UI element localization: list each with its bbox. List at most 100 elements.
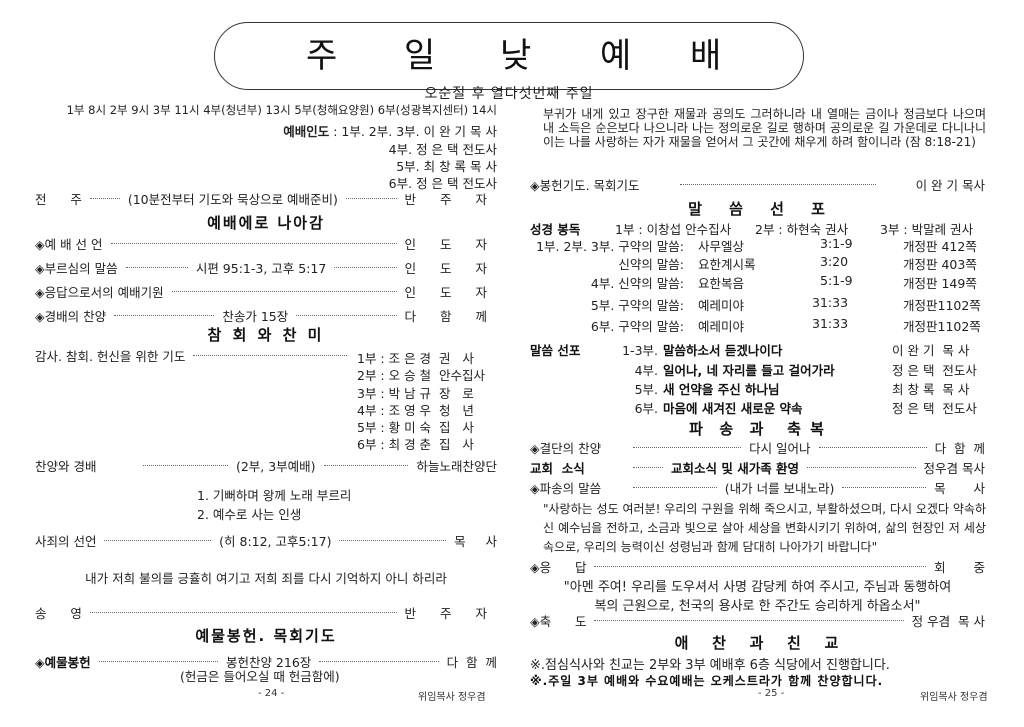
reading-part: 4부. 신약의 말씀: (590, 276, 684, 291)
title-char: 배 (690, 36, 722, 76)
row-right: 인 도 자 (404, 236, 497, 252)
row-middle: 찬송가 15장 (222, 308, 289, 324)
reading-book: 요한계시록 (698, 257, 756, 272)
leader-dots (193, 354, 347, 356)
title-banner: 오순절 후 열다섯번째 주일 (214, 22, 804, 102)
row-middle: 시편 95:1-3, 고후 5:17 (195, 260, 327, 276)
offering-row: ◈예물봉헌 봉헌찬양 216장 다 함 께 (35, 652, 497, 670)
row-label: ◈축 도 (530, 613, 587, 629)
prayer-leader: 2부 : 오 승 철 안수집사 (357, 368, 486, 383)
order-row: ◈응답으로서의 예배기원 인 도 자 (35, 282, 497, 300)
leader-dots (143, 464, 228, 466)
prayer-leader: 1부 : 조 은 경 권 사 (357, 351, 474, 366)
row-label: ◈예물봉헌 (35, 654, 91, 670)
sermon-preacher: 정 은 택 전도사 (892, 363, 977, 378)
title-char: 주 (306, 36, 338, 76)
row-middle: 다시 일어나 (749, 440, 811, 456)
reading-part: 1부. 2부. 3부. 구약의 말씀: (536, 239, 684, 254)
row-right: 다 함 께 (934, 440, 986, 456)
sermon-title: 새 언약을 주신 하나님 (663, 382, 780, 397)
song-item: 2. 예수로 사는 인생 (197, 507, 302, 522)
sermon-preacher: 최 창 록 목 사 (892, 382, 970, 397)
sermon-title: 말씀하소서 듣겠나이다 (663, 343, 783, 358)
reading-book: 사무엘상 (698, 239, 745, 254)
row-middle: 교회소식 및 새가족 환영 (671, 460, 800, 476)
row-label: ◈응답으로서의 예배기원 (35, 284, 164, 300)
song-item: 1. 기뻐하며 왕께 노래 부르리 (197, 488, 352, 503)
reading-page: 개정판 403쪽 (903, 257, 977, 272)
reader: 2부 : 하현숙 권사 (755, 222, 849, 237)
notice: ※.주일 3부 예배와 수요예배는 오케스트라가 함께 찬양합니다. (530, 674, 884, 688)
news-row: 교회 소식 교회소식 및 새가족 환영 정우겸 목사 (530, 458, 985, 476)
section-heading: 애 찬 과 친 교 (674, 634, 841, 652)
row-label: ◈결단의 찬양 (530, 440, 602, 456)
response-row: ◈응 답 회 중 (530, 557, 985, 575)
reading-page: 개정판1102쪽 (903, 319, 981, 334)
reading-verse: 31:33 (812, 316, 849, 331)
row-right: 목 사 (454, 533, 497, 549)
leader-dots (110, 242, 397, 244)
section-heading: 파 송 과 축 복 (689, 420, 826, 438)
leader-dots (633, 466, 663, 468)
row-right: 이 완 기 목사 (915, 177, 985, 193)
leaders-label: 예배인도 (283, 124, 330, 139)
reading-page: 개정판 412쪽 (903, 239, 977, 254)
leader-dots (98, 660, 218, 662)
prayer-row: ◈봉헌기도. 목회기도 이 완 기 목사 (530, 175, 985, 193)
offering-note: (헌금은 들어오실 때 헌금함에) (180, 669, 340, 684)
scripture-passage: 부귀가 내게 있고 장구한 재물과 공의도 그러하니라 내 열매는 금이나 정금… (543, 107, 986, 149)
row-middle: 봉헌찬양 216장 (225, 654, 312, 670)
leader-dots (594, 619, 904, 621)
order-row: ◈경배의 찬양 찬송가 15장 다 함 께 (35, 306, 497, 324)
sermon-part: 5부. (634, 382, 658, 397)
reading-book: 예레미야 (698, 319, 745, 334)
row-right: 다 함 께 (446, 654, 497, 670)
row-label: ◈부르심의 말씀 (35, 260, 118, 276)
worship-leaders: 예배인도 : 1부. 2부. 3부. 이 완 기 목 사 (283, 121, 497, 140)
prayer-row: 감사. 참회. 헌신을 위한 기도 (35, 346, 355, 364)
title-subtitle: 오순절 후 열다섯번째 주일 (424, 86, 594, 102)
row-right: 인 도 자 (404, 284, 497, 300)
reading-verse: 5:1-9 (820, 273, 853, 288)
leader-line: 6부. 정 은 택 전도사 (388, 176, 497, 191)
absolution-text: 내가 저희 불의를 긍휼히 여기고 저희 죄를 다시 기억하지 아니 하리라 (85, 571, 447, 586)
leader-dots (114, 314, 215, 316)
absolution-row: 사죄의 선언 (히 8:12, 고후5:17) 목 사 (35, 531, 497, 549)
reading-part: 6부. 구약의 말씀: (590, 319, 684, 334)
leader-dots (818, 446, 927, 448)
row-right: 다 함 께 (404, 308, 497, 324)
title-char: 일 (404, 36, 436, 76)
reading-part: 5부. 구약의 말씀: (590, 298, 684, 313)
benediction-row: ◈축 도 정 우겸 목 사 (530, 611, 985, 629)
section-heading: 참 회 와 찬 미 (207, 326, 325, 344)
row-label: ◈경배의 찬양 (35, 308, 107, 324)
row-label: 찬양와 경배 (35, 458, 97, 474)
leader-line: 4부. 정 은 택 전도사 (388, 142, 497, 157)
sending-text: "사랑하는 성도 여러분! 우리의 구원을 위해 죽으시고, 부활하셨으며, 다… (543, 502, 986, 554)
row-label: 송 영 (35, 605, 82, 621)
prayer-leader: 4부 : 조 영 우 청 년 (357, 403, 474, 418)
section-heading: 예배에로 나아감 (207, 214, 325, 232)
row-right: 반 주 자 (404, 605, 497, 621)
sermon-part: 4부. (634, 363, 658, 378)
reader: 1부 : 이창섭 안수집사 (615, 222, 732, 237)
row-label: 감사. 참회. 헌신을 위한 기도 (35, 348, 186, 364)
row-label: 사죄의 선언 (35, 533, 97, 549)
response-text: 복의 근원으로, 천국의 용사로 한 주간도 승리하게 하옵소서" (594, 599, 921, 614)
reader: 3부 : 박말례 권사 (880, 222, 974, 237)
title-char: 예 (600, 36, 632, 76)
sermon-label: 말씀 선포 (530, 343, 581, 358)
sermon-part: 6부. (634, 401, 658, 416)
leader-dots (125, 266, 188, 268)
leader-dots (807, 466, 916, 468)
reading-book: 요한복음 (698, 276, 745, 291)
row-right: 목 사 (934, 480, 985, 496)
prayer-leader: 3부 : 박 남 규 장 로 (357, 386, 474, 401)
prayer-leader: 6부 : 최 경 춘 집 사 (357, 437, 474, 452)
title-char: 낮 (500, 36, 532, 76)
row-middle: (내가 너를 보내노라) (724, 480, 835, 496)
sermon-preacher: 이 완 기 목 사 (892, 343, 970, 358)
row-middle: (10분전부터 기도와 묵상으로 예배준비) (127, 191, 338, 207)
